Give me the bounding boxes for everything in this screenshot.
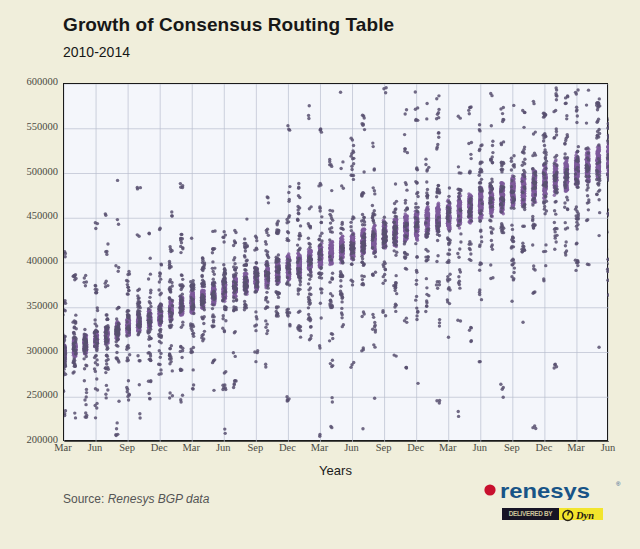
svg-text:®: ® <box>616 481 621 487</box>
svg-text:renesys: renesys <box>500 479 590 501</box>
svg-text:Dyn: Dyn <box>575 510 594 521</box>
